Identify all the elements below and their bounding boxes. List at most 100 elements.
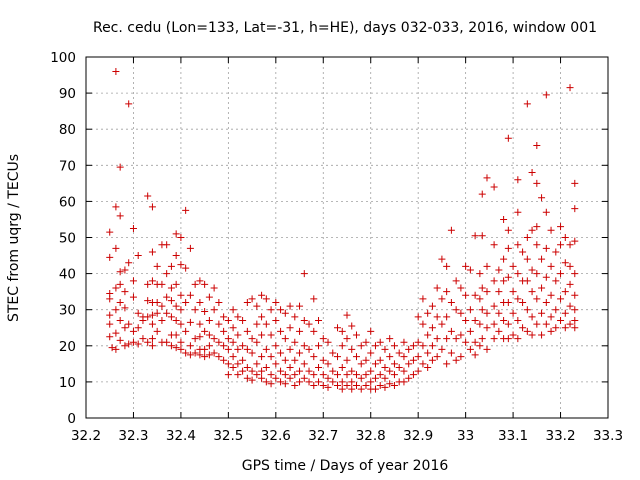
- data-point: [134, 340, 142, 348]
- data-point: [386, 335, 394, 343]
- data-point: [538, 284, 546, 292]
- data-point: [116, 317, 124, 325]
- data-point: [376, 356, 384, 364]
- data-point: [300, 342, 308, 350]
- data-point: [561, 234, 569, 241]
- data-point: [267, 380, 275, 388]
- data-point: [447, 327, 455, 335]
- data-point: [310, 382, 318, 390]
- data-point: [182, 327, 190, 335]
- data-point: [367, 349, 375, 357]
- data-point: [258, 331, 266, 339]
- data-point: [542, 208, 550, 216]
- data-point: [248, 376, 256, 384]
- data-point: [519, 298, 527, 306]
- data-point: [414, 338, 422, 346]
- y-tick-label: 80: [59, 122, 76, 138]
- data-point: [220, 327, 228, 335]
- data-point: [106, 333, 114, 341]
- data-point: [371, 360, 379, 368]
- data-point: [552, 306, 560, 314]
- y-tick-labels: 0 10 20 30 40 50 60 70 80 90 100: [50, 50, 76, 427]
- data-point: [362, 371, 370, 379]
- data-point: [414, 367, 422, 375]
- data-point: [215, 353, 223, 361]
- data-point: [471, 351, 479, 359]
- data-point: [457, 309, 465, 317]
- data-point: [483, 262, 491, 270]
- data-point: [428, 342, 436, 350]
- data-point: [163, 293, 171, 301]
- data-point: [490, 320, 498, 328]
- data-point: [262, 378, 270, 386]
- data-point: [348, 385, 356, 393]
- data-point: [286, 324, 294, 332]
- data-point: [243, 374, 251, 382]
- data-point: [234, 331, 242, 339]
- data-point: [253, 371, 261, 379]
- data-point: [476, 320, 484, 328]
- data-point: [566, 262, 574, 270]
- data-point: [561, 324, 569, 332]
- data-point: [248, 349, 256, 357]
- y-axis-label: STEC from uqrg / TECUs: [6, 154, 22, 322]
- data-point: [134, 252, 142, 260]
- data-point: [443, 262, 451, 270]
- data-point: [300, 270, 308, 278]
- data-point: [376, 371, 384, 379]
- data-point: [319, 356, 327, 364]
- data-point: [172, 344, 180, 352]
- data-point: [500, 277, 508, 285]
- data-point: [139, 317, 147, 325]
- data-point: [272, 342, 280, 350]
- data-point: [509, 309, 517, 317]
- data-point: [167, 284, 175, 292]
- data-point: [352, 353, 360, 361]
- y-tick-label: 0: [67, 411, 76, 427]
- data-point: [239, 342, 247, 350]
- data-point: [112, 345, 120, 353]
- data-point: [514, 270, 522, 278]
- data-point: [210, 349, 218, 357]
- chart-title: Rec. cedu (Lon=133, Lat=-31, h=HE), days…: [93, 20, 597, 36]
- data-point: [381, 374, 389, 382]
- data-point: [352, 371, 360, 379]
- data-point: [324, 360, 332, 368]
- data-point: [533, 223, 541, 231]
- data-point: [324, 383, 332, 391]
- data-point: [424, 331, 432, 339]
- x-tick-label: 33.1: [498, 428, 528, 444]
- data-point: [172, 252, 180, 260]
- data-point: [305, 378, 313, 386]
- data-point: [561, 288, 569, 296]
- data-point: [291, 356, 299, 364]
- data-point: [438, 295, 446, 303]
- data-point: [153, 327, 161, 335]
- data-point: [153, 309, 161, 317]
- data-point: [253, 338, 261, 346]
- data-point: [191, 335, 199, 343]
- data-point: [191, 280, 199, 288]
- data-point: [424, 363, 432, 371]
- data-point: [224, 335, 232, 343]
- data-point: [300, 317, 308, 325]
- data-point: [400, 353, 408, 361]
- data-point: [362, 382, 370, 390]
- data-point: [571, 317, 579, 325]
- data-point: [177, 320, 185, 328]
- data-point: [386, 367, 394, 375]
- x-tick-label: 33: [457, 428, 474, 444]
- data-point: [148, 342, 156, 350]
- data-point: [367, 327, 375, 335]
- data-point: [153, 262, 161, 270]
- data-point: [428, 356, 436, 364]
- data-point: [542, 91, 550, 99]
- data-point: [210, 306, 218, 314]
- data-point: [201, 327, 209, 335]
- data-point: [495, 288, 503, 296]
- data-point: [348, 367, 356, 375]
- data-point: [272, 360, 280, 368]
- data-point: [296, 378, 304, 386]
- data-point: [220, 313, 228, 321]
- data-point: [253, 302, 261, 310]
